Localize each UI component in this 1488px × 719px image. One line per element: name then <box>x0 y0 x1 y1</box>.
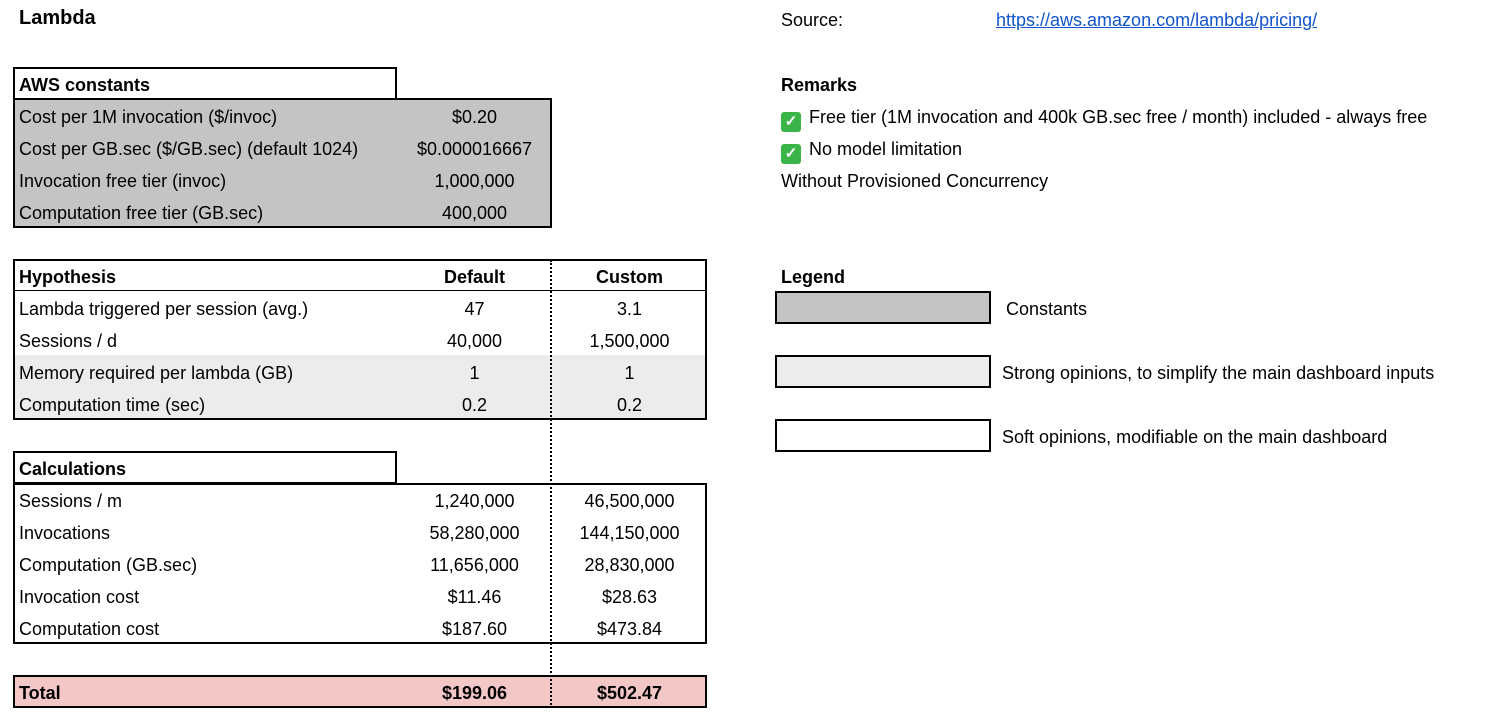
constant-value[interactable]: $0.000016667 <box>416 139 533 159</box>
total-default-value[interactable]: $199.06 <box>441 683 508 703</box>
remark-text: Without Provisioned Concurrency <box>781 171 1049 191</box>
calc-label: Sessions / m <box>19 491 123 511</box>
aws-constants-header: AWS constants <box>19 75 151 95</box>
calculations-table <box>13 483 707 644</box>
check-icon: ✓ <box>781 144 801 164</box>
legend-header: Legend <box>781 267 846 287</box>
constant-label: Computation free tier (GB.sec) <box>19 203 264 223</box>
constant-label: Cost per 1M invocation ($/invoc) <box>19 107 278 127</box>
remark-text: No model limitation <box>809 139 963 159</box>
hypothesis-custom-value[interactable]: 3.1 <box>616 299 643 319</box>
legend-label: Constants <box>1006 299 1088 319</box>
remark-item: ✓ No model limitation <box>781 133 962 165</box>
calculations-header: Calculations <box>19 459 127 479</box>
calc-custom-value[interactable]: 144,150,000 <box>579 523 680 543</box>
calc-default-value[interactable]: $11.46 <box>447 587 502 607</box>
source-label: Source: <box>781 10 844 30</box>
hypothesis-header-divider <box>15 290 705 291</box>
check-icon: ✓ <box>781 112 801 132</box>
hypothesis-header: Hypothesis <box>19 267 117 287</box>
calc-default-value[interactable]: 11,656,000 <box>430 555 519 575</box>
hypothesis-table <box>13 259 707 420</box>
calc-custom-value[interactable]: $28.63 <box>601 587 658 607</box>
hypothesis-custom-value[interactable]: 1 <box>624 363 635 383</box>
total-row <box>13 675 707 708</box>
column-header-default: Default <box>443 267 505 287</box>
calc-label: Computation cost <box>19 619 160 639</box>
constant-label: Cost per GB.sec ($/GB.sec) (default 1024… <box>19 139 359 159</box>
remark-item: ✓ Free tier (1M invocation and 400k GB.se… <box>781 101 1427 133</box>
hypothesis-default-value[interactable]: 0.2 <box>461 395 488 415</box>
hypothesis-default-value[interactable]: 40,000 <box>446 331 503 351</box>
source-link[interactable]: https://aws.amazon.com/lambda/pricing/ <box>996 10 1318 30</box>
calc-default-value[interactable]: 58,280,000 <box>429 523 520 543</box>
hypothesis-label: Lambda triggered per session (avg.) <box>19 299 309 319</box>
hypothesis-label: Sessions / d <box>19 331 118 351</box>
hypothesis-custom-value[interactable]: 1,500,000 <box>589 331 670 351</box>
hypothesis-default-value[interactable]: 47 <box>464 299 485 319</box>
page-title: Lambda <box>19 7 96 29</box>
legend-label: Strong opinions, to simplify the main da… <box>1002 363 1435 383</box>
calc-label: Invocation cost <box>19 587 140 607</box>
column-header-custom: Custom <box>596 267 663 287</box>
hypothesis-default-value[interactable]: 1 <box>469 363 480 383</box>
aws-constants-block <box>13 98 552 228</box>
legend-swatch-constants <box>775 291 991 324</box>
constant-value[interactable]: 1,000,000 <box>434 171 515 191</box>
calc-custom-value[interactable]: 28,830,000 <box>584 555 675 575</box>
calc-label: Invocations <box>19 523 111 543</box>
strong-opinion-rows-bg <box>15 355 705 419</box>
legend-swatch-strong <box>775 355 991 388</box>
constant-value[interactable]: $0.20 <box>451 107 498 127</box>
calc-label: Computation (GB.sec) <box>19 555 198 575</box>
calc-default-value[interactable]: 1,240,000 <box>434 491 515 511</box>
remarks-header: Remarks <box>781 75 858 95</box>
calc-custom-value[interactable]: 46,500,000 <box>584 491 675 511</box>
legend-label: Soft opinions, modifiable on the main da… <box>1002 427 1388 447</box>
calc-custom-value[interactable]: $473.84 <box>596 619 663 639</box>
column-separator <box>550 260 552 708</box>
legend-swatch-soft <box>775 419 991 452</box>
total-label: Total <box>19 683 61 703</box>
total-custom-value[interactable]: $502.47 <box>596 683 663 703</box>
constant-value[interactable]: 400,000 <box>441 203 508 223</box>
remark-text: Free tier (1M invocation and 400k GB.sec… <box>809 107 1428 127</box>
constant-label: Invocation free tier (invoc) <box>19 171 227 191</box>
hypothesis-label: Memory required per lambda (GB) <box>19 363 294 383</box>
calc-default-value[interactable]: $187.60 <box>441 619 508 639</box>
hypothesis-label: Computation time (sec) <box>19 395 206 415</box>
remark-item: Without Provisioned Concurrency <box>781 165 1048 197</box>
hypothesis-custom-value[interactable]: 0.2 <box>616 395 643 415</box>
